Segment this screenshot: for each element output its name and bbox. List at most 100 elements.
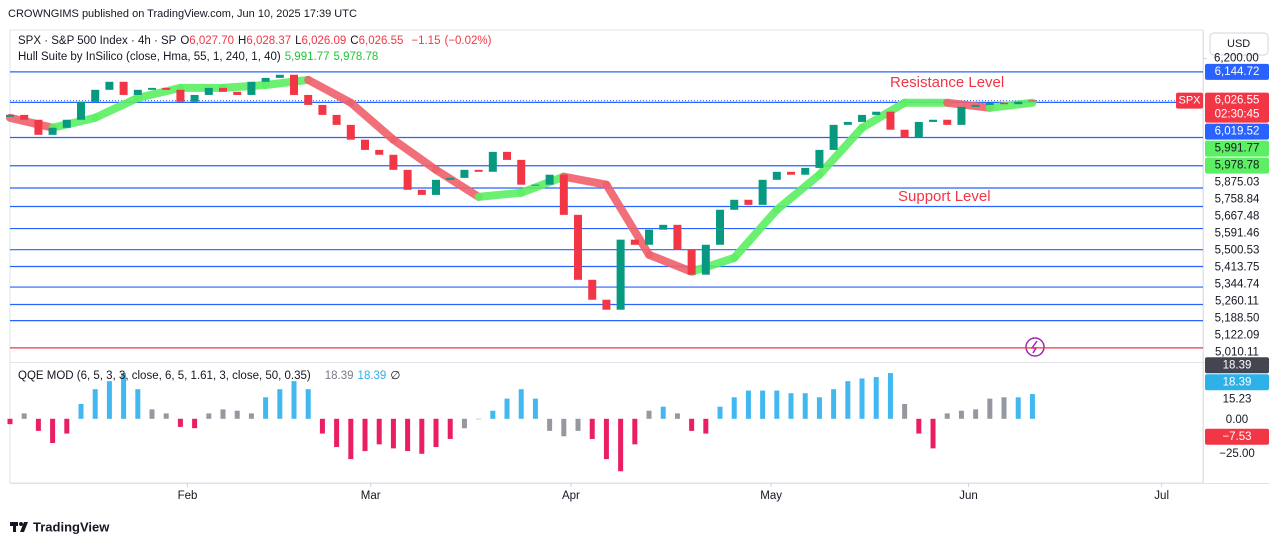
- price-label-box: [1205, 123, 1269, 140]
- symbol: SPX · S&P 500 Index · 4h · SP: [18, 35, 177, 47]
- price-label-box: [1205, 445, 1269, 462]
- hull-segment: [48, 113, 100, 132]
- qqe-bar: [802, 393, 808, 419]
- candle-body: [886, 111, 895, 130]
- candle-body: [1000, 102, 1009, 105]
- candle-body: [843, 121, 852, 125]
- price-label-box: [1205, 259, 1269, 276]
- ohlc: O6,027.70 H6,028.37 L6,026.09 C6,026.55: [180, 35, 407, 47]
- candle-body: [829, 124, 838, 150]
- candle-body: [77, 101, 86, 120]
- x-tick-label: Mar: [361, 490, 381, 502]
- qqe-bar: [476, 418, 482, 420]
- price-label: 5,591.46: [1215, 228, 1260, 240]
- candle-body: [190, 94, 199, 102]
- qqe-bar: [632, 418, 638, 445]
- qqe-bar: [887, 373, 893, 419]
- candle-body: [971, 104, 980, 107]
- price-label-box: [1205, 225, 1269, 242]
- qqe-bar: [206, 413, 212, 419]
- price-label: 6,026.55: [1215, 95, 1260, 107]
- x-tick-label: May: [760, 490, 782, 502]
- qqe-bar: [689, 418, 695, 431]
- price-label: −7.53: [1222, 431, 1251, 443]
- price-label-box: [1205, 157, 1269, 174]
- qqe-bar: [603, 418, 609, 460]
- candle-body: [148, 87, 157, 90]
- qqe-bar: [305, 389, 311, 419]
- candle-body: [758, 179, 767, 205]
- hull-legend: Hull Suite by InSilico (close, Hma, 55, …: [18, 51, 382, 63]
- price-label: 5,500.53: [1215, 245, 1260, 257]
- event-icon[interactable]: [1025, 337, 1045, 357]
- hull-segment: [91, 93, 142, 122]
- currency-box[interactable]: [1209, 32, 1269, 56]
- hull-segment: [772, 170, 824, 214]
- x-tick-label: Jul: [1154, 490, 1169, 502]
- price-label-box: [1205, 374, 1269, 391]
- candle-body: [900, 129, 909, 138]
- qqe-bar: [64, 418, 70, 434]
- qqe-bar: [958, 410, 964, 419]
- currency[interactable]: USD: [1227, 38, 1250, 50]
- qqe-bar: [490, 410, 496, 419]
- price-label-box: [1205, 357, 1269, 374]
- qqe-bar: [362, 418, 368, 452]
- price-label: 6,019.52: [1215, 126, 1260, 138]
- qqe-bar: [845, 381, 851, 419]
- qqe-bar: [234, 410, 240, 419]
- hull-segment: [985, 98, 1037, 112]
- candle-body: [957, 106, 966, 125]
- qqe-bar: [92, 389, 98, 419]
- qqe-bar: [575, 418, 581, 431]
- price-label-box: [1205, 428, 1269, 445]
- qqe-bar: [334, 418, 340, 448]
- candle-body: [62, 119, 71, 128]
- qqe-bar: [703, 418, 709, 434]
- qqe-bar: [1001, 397, 1007, 419]
- hull-segment: [304, 75, 355, 107]
- candle-body: [1014, 101, 1023, 105]
- candle-body: [687, 249, 696, 275]
- hull-segment: [432, 165, 483, 201]
- candle-body: [290, 74, 299, 95]
- qqe-bar: [618, 418, 624, 472]
- candle-body: [432, 179, 441, 195]
- qqe-bar: [1015, 397, 1021, 419]
- qqe-bar: [589, 418, 595, 439]
- price-label: 18.39: [1223, 359, 1252, 371]
- candle-body: [801, 167, 810, 175]
- ohlc-key: L: [295, 35, 302, 47]
- logo-part: [19, 522, 23, 526]
- symbol-legend: SPX · S&P 500 Index · 4h · SP O6,027.70 H6…: [18, 35, 495, 47]
- hull-segment: [943, 98, 994, 112]
- qqe-bar: [35, 418, 41, 431]
- price-label: 5,991.77: [1215, 143, 1260, 155]
- candle-body: [673, 224, 682, 250]
- price-label-box: [1205, 208, 1269, 225]
- indicator-value: 5,978.78: [333, 51, 379, 63]
- indicator-value: 18.39: [324, 370, 354, 382]
- candle-body: [91, 89, 100, 102]
- ohlc-value: 6,028.37: [246, 35, 292, 47]
- price-label-box: [1205, 391, 1269, 408]
- price-label: 5,875.03: [1215, 177, 1260, 189]
- qqe-bar: [745, 390, 751, 419]
- price-label-box: [1205, 310, 1269, 327]
- candle-body: [872, 111, 881, 115]
- candle-body: [460, 169, 469, 178]
- qqe-bar: [930, 418, 936, 449]
- qqe-bar: [405, 418, 411, 452]
- qqe-bar: [135, 389, 141, 419]
- candle-body: [943, 119, 952, 125]
- price-label-box: [1205, 191, 1269, 208]
- candle-body: [346, 124, 355, 140]
- price-label-box: [1205, 293, 1269, 310]
- candle-body: [133, 89, 142, 95]
- qqe-bar: [674, 413, 680, 419]
- x-tick-label: Apr: [562, 490, 580, 502]
- candle-body: [275, 74, 284, 78]
- candle-body: [545, 174, 554, 185]
- qqe-bar: [78, 404, 84, 419]
- candle-body: [6, 114, 14, 117]
